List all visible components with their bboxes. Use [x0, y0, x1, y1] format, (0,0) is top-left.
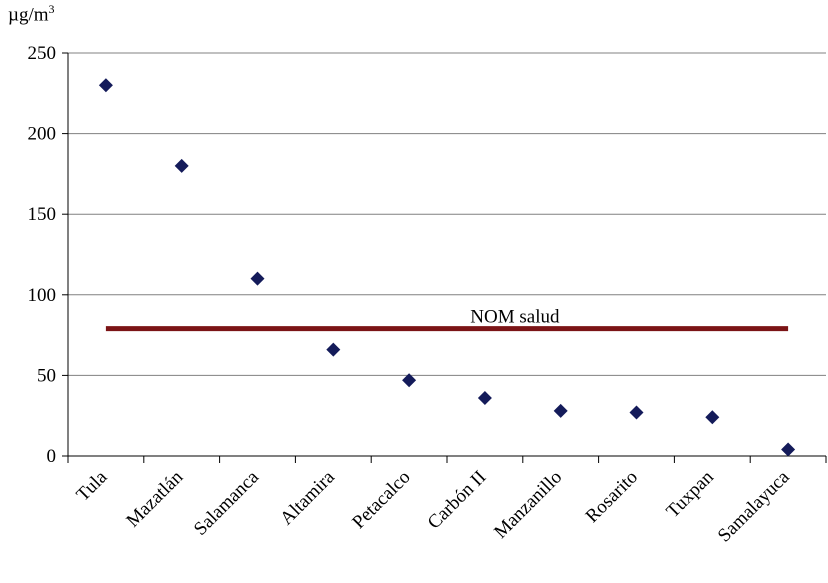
x-tick-label-6: Manzanillo	[490, 467, 566, 543]
y-tick-label-250: 250	[28, 43, 57, 64]
data-points	[98, 78, 796, 457]
y-axis-unit-label: µg/m3	[8, 2, 55, 26]
data-point-mazatlán	[174, 158, 189, 173]
data-point-altamira	[326, 342, 341, 357]
y-tick-label-100: 100	[28, 285, 57, 306]
y-tick-label-150: 150	[28, 204, 57, 225]
data-point-samalayuca	[781, 442, 796, 457]
data-point-carbón-ii	[477, 390, 492, 405]
y-axis: 0 50 100 150 200 250	[28, 43, 69, 467]
gridlines	[68, 52, 826, 376]
data-point-petacalco	[402, 373, 417, 388]
y-tick-label-200: 200	[28, 124, 57, 145]
x-tick-label-1: Mazatlán	[122, 466, 187, 531]
x-tick-label-8: Tuxpan	[662, 466, 718, 522]
x-tick-label-0: Tula	[72, 466, 111, 505]
x-tick-label-9: Samalayuca	[714, 466, 794, 546]
reference-line-label: NOM salud	[470, 307, 560, 328]
reference-line-group: NOM salud	[105, 307, 789, 332]
x-tick-label-4: Petacalco	[348, 467, 414, 533]
x-tick-label-7: Rosarito	[582, 467, 642, 527]
data-point-tula	[98, 78, 113, 93]
x-tick-label-5: Carbón II	[424, 467, 491, 534]
x-tick-label-2: Salamanca	[190, 466, 263, 539]
data-point-manzanillo	[553, 403, 568, 418]
data-point-rosarito	[629, 405, 644, 420]
x-tick-label-3: Altamira	[276, 466, 339, 529]
data-point-tuxpan	[705, 410, 720, 425]
data-point-salamanca	[250, 271, 265, 286]
y-tick-label-50: 50	[37, 365, 56, 386]
x-axis: Tula Mazatlán Salamanca Altamira Petacalco Ca…	[67, 455, 827, 546]
y-tick-label-0: 0	[47, 446, 57, 467]
